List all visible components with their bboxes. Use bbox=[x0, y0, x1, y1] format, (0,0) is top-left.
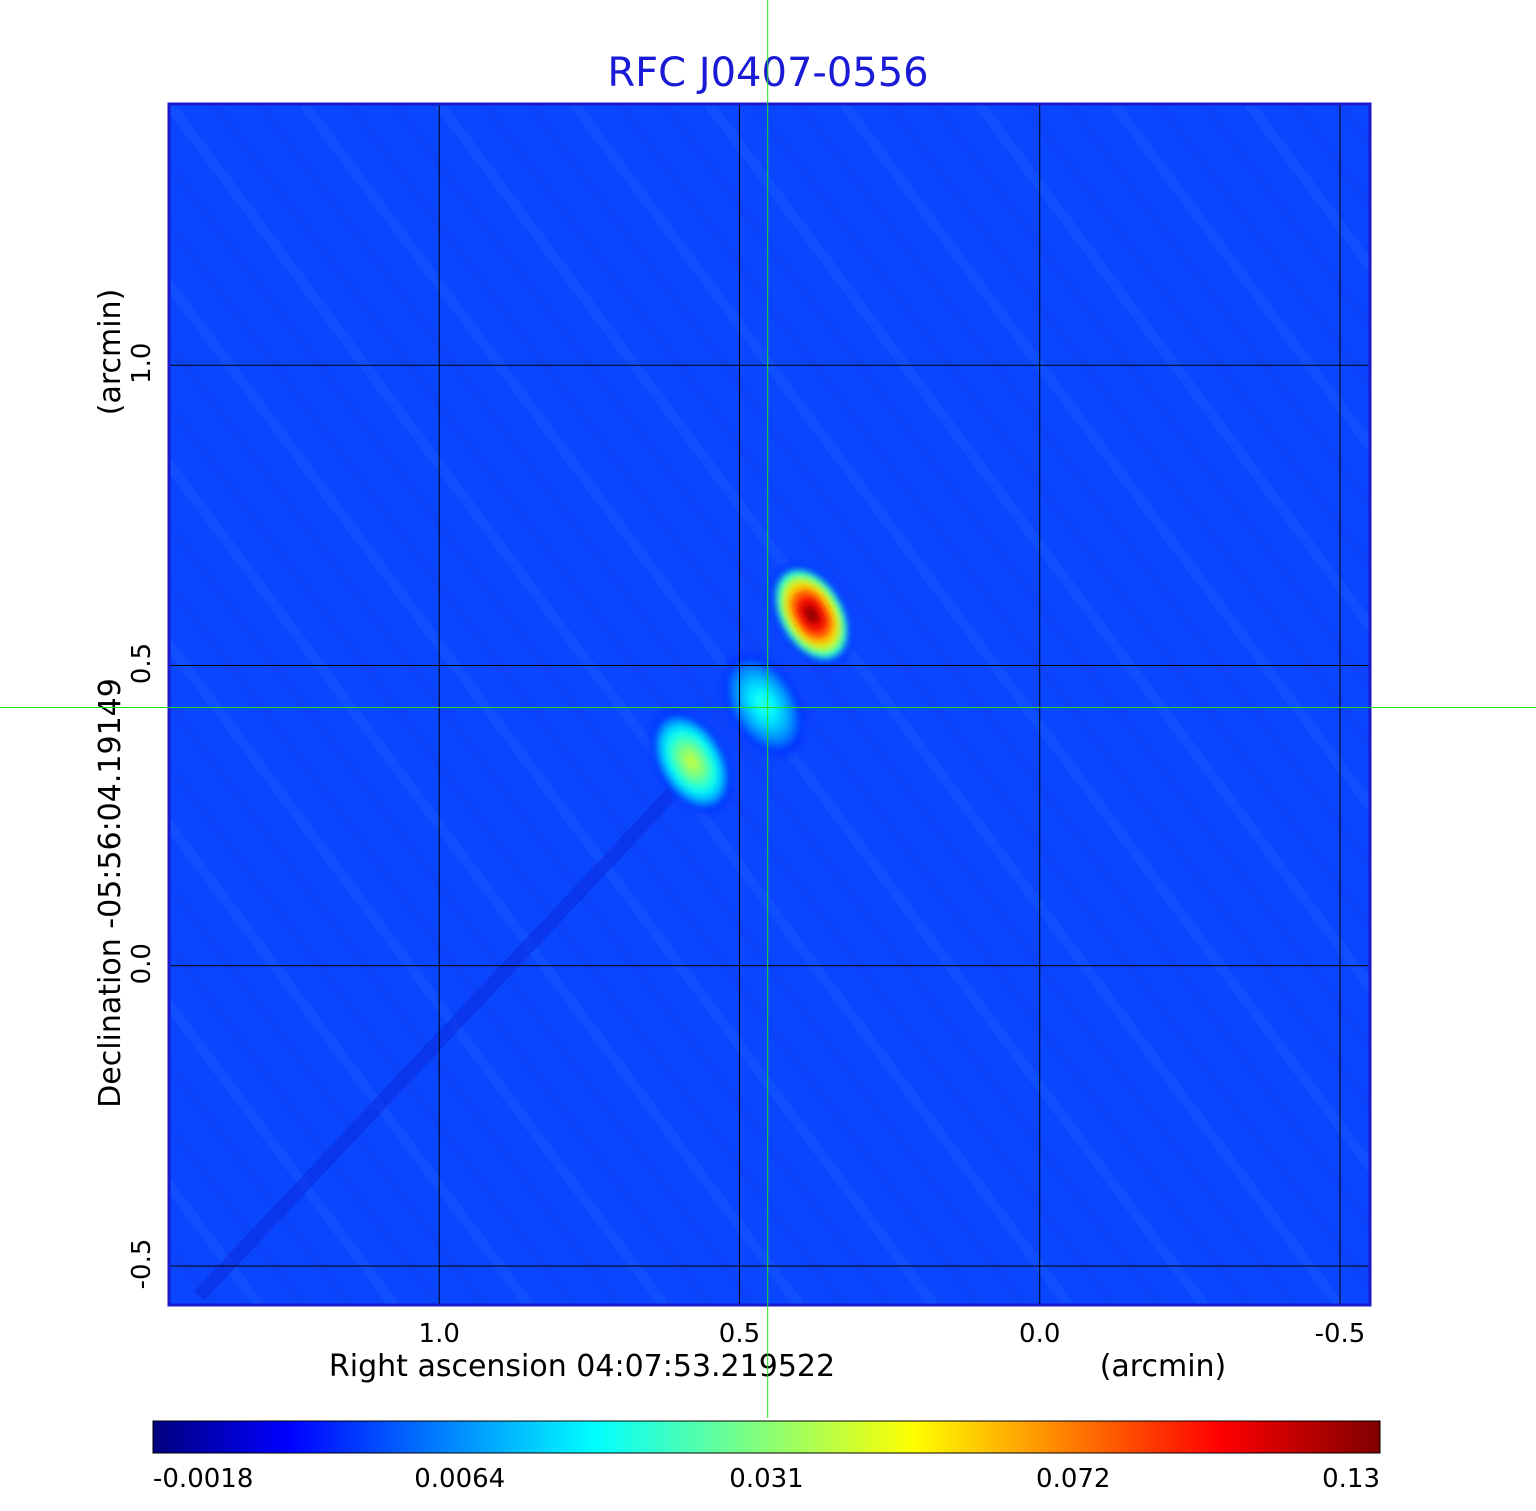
texture-stripe bbox=[169, 275, 939, 1305]
y-tick-label: 1.0 bbox=[127, 343, 157, 384]
texture-stripe bbox=[794, 104, 1370, 875]
x-axis-unit: (arcmin) bbox=[1100, 1349, 1227, 1384]
texture-stripe bbox=[169, 1296, 174, 1305]
texture-stripe bbox=[1064, 104, 1370, 515]
source-contour bbox=[686, 754, 697, 769]
y-tick-label: -0.5 bbox=[127, 1239, 157, 1290]
texture-stripe bbox=[169, 876, 489, 1305]
x-tick-label: -0.5 bbox=[1315, 1319, 1366, 1349]
x-tick-label: 1.0 bbox=[419, 1319, 460, 1349]
colorbar-tick-label: 0.031 bbox=[729, 1464, 803, 1494]
texture-stripe bbox=[1519, 104, 1536, 1305]
texture-stripe bbox=[169, 104, 1074, 1305]
x-tick-label: 0.0 bbox=[1019, 1319, 1060, 1349]
colorbar-tick-label: 0.0064 bbox=[414, 1464, 505, 1494]
y-axis-unit: (arcmin) bbox=[93, 289, 128, 416]
texture-stripe bbox=[389, 104, 1299, 1305]
texture-stripe bbox=[169, 576, 714, 1305]
texture-stripe bbox=[1019, 104, 1370, 575]
source-3 bbox=[650, 710, 733, 813]
background-texture bbox=[169, 104, 1536, 1305]
x-ticks: 1.0 0.5 0.0 -0.5 bbox=[419, 1319, 1366, 1349]
colorbar-ticks: -0.0018 0.0064 0.031 0.072 0.13 bbox=[153, 1464, 1380, 1494]
texture-stripe bbox=[1154, 104, 1370, 394]
y-axis-label: Declination -05:56:04.19149 bbox=[93, 678, 128, 1108]
texture-stripe bbox=[169, 455, 804, 1305]
texture-stripe bbox=[169, 155, 1029, 1305]
texture-stripe bbox=[169, 215, 984, 1305]
texture-stripe bbox=[1474, 104, 1536, 1305]
texture-stripe bbox=[1384, 104, 1536, 1305]
texture-stripe bbox=[209, 104, 1119, 1305]
texture-stripe bbox=[569, 104, 1370, 1175]
texture-stripe bbox=[1199, 104, 1370, 334]
colorbar: -0.0018 0.0064 0.031 0.072 0.13 bbox=[152, 1420, 1381, 1494]
y-tick-label: 0.0 bbox=[127, 943, 157, 984]
texture-stripe bbox=[659, 104, 1370, 1055]
colorbar-tick-label: 0.13 bbox=[1322, 1464, 1380, 1494]
texture-stripe bbox=[974, 104, 1370, 635]
colorbar-gradient bbox=[152, 1420, 1381, 1454]
grid-lines bbox=[169, 104, 1370, 1305]
x-tick-label: 0.5 bbox=[719, 1319, 760, 1349]
texture-stripe bbox=[254, 104, 1164, 1305]
texture-stripe bbox=[929, 104, 1370, 695]
source-1 bbox=[770, 563, 853, 666]
texture-stripe bbox=[169, 696, 624, 1305]
texture-stripe bbox=[169, 395, 849, 1305]
texture-stripe bbox=[749, 104, 1370, 935]
sources-layer bbox=[650, 563, 853, 813]
texture-stripe bbox=[479, 104, 1370, 1295]
texture-stripe bbox=[169, 516, 759, 1305]
plot-border bbox=[167, 102, 1372, 1307]
texture-stripe bbox=[524, 104, 1370, 1235]
texture-stripe bbox=[169, 936, 444, 1305]
crosshair bbox=[0, 0, 1536, 1418]
texture-stripe bbox=[169, 1056, 354, 1305]
texture-stripe bbox=[169, 636, 669, 1305]
texture-stripe bbox=[169, 996, 399, 1305]
plot-area bbox=[167, 102, 1536, 1307]
y-tick-label: 0.5 bbox=[127, 643, 157, 684]
texture-stripe bbox=[1429, 104, 1536, 1305]
texture-stripe bbox=[1109, 104, 1370, 454]
texture-stripe bbox=[839, 104, 1370, 815]
colorbar-tick-label: 0.072 bbox=[1036, 1464, 1110, 1494]
texture-stripe bbox=[884, 104, 1370, 755]
texture-stripe bbox=[169, 756, 579, 1305]
x-axis-label: Right ascension 04:07:53.219522 bbox=[329, 1349, 835, 1384]
colorbar-tick-label: -0.0018 bbox=[153, 1464, 253, 1494]
y-ticks: 1.0 0.5 0.0 -0.5 bbox=[127, 343, 157, 1290]
texture-stripe bbox=[434, 104, 1344, 1305]
texture-stripe bbox=[704, 104, 1370, 995]
source-contour bbox=[806, 607, 817, 622]
